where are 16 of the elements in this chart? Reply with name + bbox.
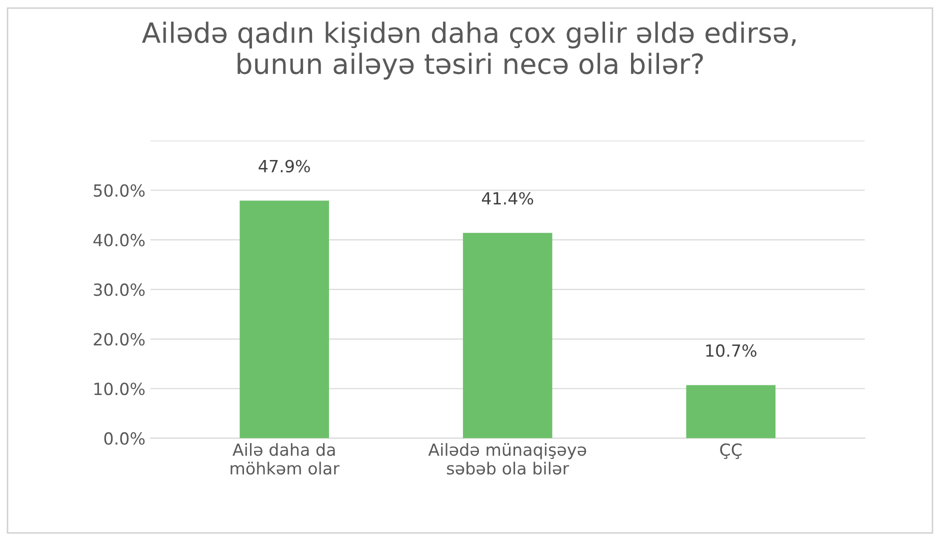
y-tick-label: 20.0%	[94, 332, 145, 346]
bar	[462, 232, 552, 438]
x-tick-label: Ailə daha da möhkəm olar	[230, 443, 340, 475]
bar	[240, 200, 329, 438]
y-tick-label: 40.0%	[93, 234, 145, 246]
y-tick-label: 10.0%	[94, 382, 145, 396]
y-tick-label: 0.0%	[104, 432, 145, 445]
data-label: 10.7%	[706, 344, 756, 357]
y-tick-label: 30.0%	[94, 283, 145, 296]
chart-title: Ailədə qadın kişidən daha çox gəlir əldə edirsə, bunun ailəyə təsiri necə ola bilər?	[142, 22, 796, 80]
x-tick-label: Ailədə münaqişəyə səbəb ola bilər	[428, 443, 586, 475]
y-tick-label: 50.0%	[94, 184, 145, 197]
x-tick-label: ÇÇ	[720, 443, 742, 459]
data-label: 41.4%	[482, 192, 534, 205]
bar	[686, 385, 776, 438]
data-label: 47.9%	[258, 160, 310, 172]
